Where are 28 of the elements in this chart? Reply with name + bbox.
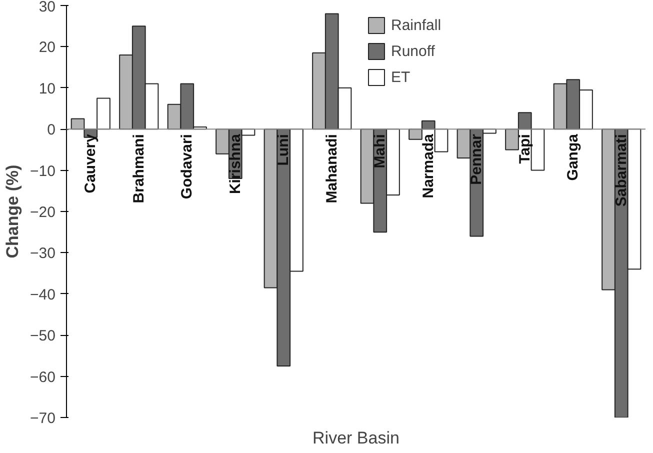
x-tick-label: Luni xyxy=(275,134,292,166)
y-tick-label: −30 xyxy=(30,245,56,262)
x-tick-label: Godavari xyxy=(178,134,196,200)
y-tick-label: −60 xyxy=(30,368,56,386)
y-tick-label: −20 xyxy=(30,204,56,221)
x-tick-label: Kirishna xyxy=(226,133,244,194)
y-tick-label: 20 xyxy=(38,39,56,56)
x-tick-label: Cauvery xyxy=(82,133,100,194)
legend-label: Rainfall xyxy=(391,16,442,34)
y-tick-label: 0 xyxy=(47,122,56,139)
y-axis-title: Change (%) xyxy=(3,164,22,258)
y-tick-label: 30 xyxy=(38,0,56,16)
x-tick-label: Ganga xyxy=(564,133,582,181)
x-tick-label: Tapi xyxy=(516,134,534,164)
legend-label: Runoff xyxy=(391,42,435,60)
x-tick-label: Narmada xyxy=(420,133,437,198)
y-tick-label: 10 xyxy=(38,80,56,98)
y-tick-label: −70 xyxy=(30,410,56,427)
x-tick-label: Mahi xyxy=(372,134,389,168)
x-tick-label: Mahanadi xyxy=(323,134,340,204)
y-tick-label: −40 xyxy=(30,286,56,304)
y-tick-label: −50 xyxy=(30,328,56,345)
x-tick-label: Sabarmati xyxy=(612,134,630,207)
legend-label: ET xyxy=(391,68,411,86)
x-tick-label: Pennar xyxy=(468,134,486,185)
x-axis-title: River Basin xyxy=(312,428,400,448)
x-tick-label: Brahmani xyxy=(130,134,148,204)
y-tick-label: −10 xyxy=(30,162,56,180)
